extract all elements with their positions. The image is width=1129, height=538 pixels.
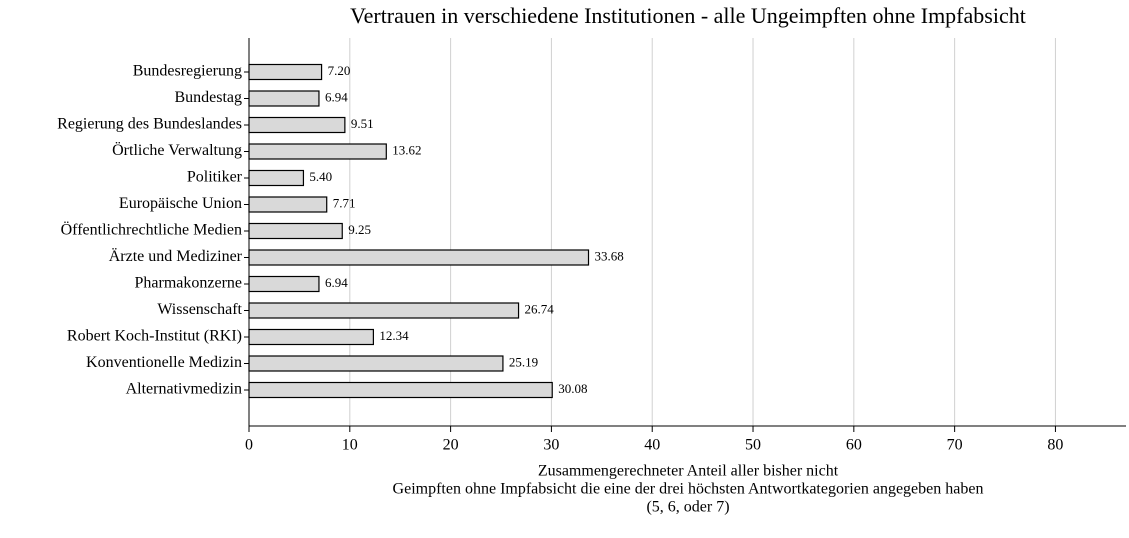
x-tick-label: 40 — [644, 437, 660, 454]
value-label: 12.34 — [379, 328, 409, 343]
y-tick-label: Bundesregierung — [133, 63, 242, 80]
x-tick-label: 30 — [543, 437, 559, 454]
value-label: 25.19 — [509, 354, 538, 369]
bar — [248, 196, 328, 213]
bar — [248, 381, 553, 399]
x-tick-label: 70 — [947, 437, 963, 454]
y-tick-label: Wissenschaft — [157, 301, 242, 318]
x-tick-label: 60 — [846, 437, 862, 454]
x-axis-label: Geimpften ohne Impfabsicht die eine der … — [393, 481, 984, 498]
y-tick-label: Europäische Union — [119, 195, 242, 212]
x-axis-label: Zusammengerechneter Anteil aller bisher … — [538, 463, 839, 480]
value-label: 33.68 — [595, 248, 624, 263]
bar — [248, 275, 320, 293]
y-tick-label: Robert Koch-Institut (RKI) — [67, 328, 242, 345]
bar — [248, 169, 305, 187]
y-tick-label: Regierung des Bundeslandes — [57, 116, 242, 133]
bar — [248, 63, 323, 81]
y-tick-label: Öffentlichrechtliche Medien — [61, 221, 242, 239]
y-tick-label: Alternativmedizin — [126, 381, 242, 398]
value-label: 13.62 — [392, 142, 421, 157]
x-tick-label: 50 — [745, 437, 761, 454]
bar — [248, 143, 387, 160]
value-label: 9.25 — [348, 222, 371, 237]
x-axis-label: (5, 6, oder 7) — [646, 499, 729, 516]
y-tick-label: Konventionelle Medizin — [86, 354, 242, 371]
y-tick-label: Politiker — [187, 169, 243, 186]
value-label: 6.94 — [325, 89, 348, 104]
bar — [248, 90, 320, 107]
value-label: 30.08 — [558, 381, 587, 396]
chart-title: Vertrauen in verschiedene Institutionen … — [350, 3, 1026, 28]
y-tick-label: Bundestag — [174, 89, 242, 106]
value-label: 5.40 — [309, 169, 332, 184]
value-label: 6.94 — [325, 275, 348, 290]
value-label: 7.20 — [328, 63, 351, 78]
value-label: 26.74 — [525, 301, 555, 316]
value-label: 9.51 — [351, 116, 374, 131]
bar — [248, 249, 590, 266]
x-tick-label: 10 — [342, 437, 358, 454]
x-tick-label: 0 — [245, 437, 253, 454]
y-tick-label: Ärzte und Mediziner — [109, 247, 243, 265]
x-tick-label: 80 — [1047, 437, 1063, 454]
bar — [248, 328, 374, 346]
y-tick-label: Örtliche Verwaltung — [112, 141, 242, 159]
bar — [248, 302, 520, 319]
bar — [248, 222, 343, 240]
bar — [248, 116, 346, 134]
y-tick-label: Pharmakonzerne — [134, 275, 242, 292]
value-label: 7.71 — [333, 195, 356, 210]
bar — [248, 355, 504, 372]
x-tick-label: 20 — [443, 437, 459, 454]
